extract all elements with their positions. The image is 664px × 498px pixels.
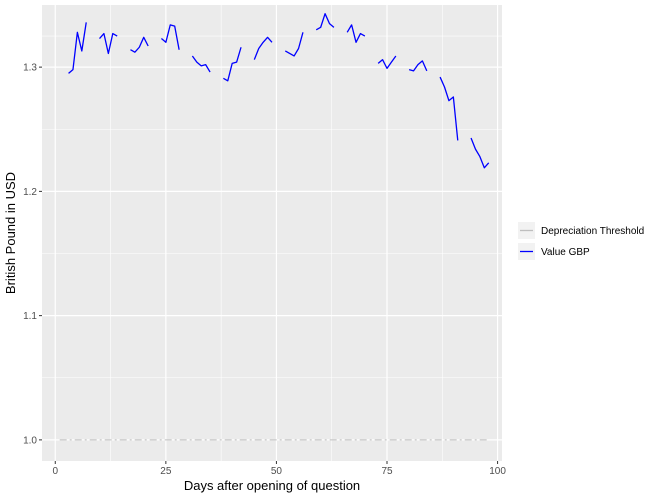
x-tick-label: 100 [489, 466, 506, 477]
value-gbp-line-segment [223, 47, 242, 82]
value-gbp-line-segment [377, 55, 397, 70]
y-tick-label: 1.2 [23, 187, 37, 198]
value-gbp-line-segment [191, 55, 211, 73]
x-tick-label: 0 [52, 466, 58, 477]
value-gbp-line-segment [470, 137, 490, 169]
legend-label: Value GBP [541, 247, 590, 258]
plot-panel [42, 5, 502, 461]
value-gbp-line-segment [408, 60, 428, 72]
value-gbp-line-segment [68, 22, 87, 74]
value-gbp-line-segment [439, 76, 459, 141]
value-gbp-line-segment [315, 13, 335, 31]
legend: Depreciation Threshold Value GBP [518, 222, 644, 260]
y-axis-ticks: 1.0 1.1 1.2 1.3 [23, 63, 42, 446]
x-axis-title: Days after opening of question [184, 478, 360, 493]
legend-label: Depreciation Threshold [541, 226, 644, 237]
value-gbp-line-segment [346, 24, 366, 43]
value-gbp-line-segment [253, 36, 273, 60]
x-axis-ticks: 0 25 50 75 100 [52, 461, 506, 477]
series-layer [59, 13, 490, 441]
y-tick-label: 1.1 [23, 311, 37, 322]
y-tick-label: 1.0 [23, 435, 37, 446]
x-tick-label: 50 [271, 466, 283, 477]
value-gbp-line-segment [161, 24, 180, 50]
value-gbp-line-segment [130, 36, 149, 53]
x-tick-label: 25 [160, 466, 172, 477]
value-gbp-line-segment [99, 32, 118, 55]
value-gbp-line-segment [284, 32, 304, 57]
y-tick-label: 1.3 [23, 63, 37, 74]
x-tick-label: 75 [381, 466, 393, 477]
y-axis-title: British Pound in USD [3, 172, 18, 294]
